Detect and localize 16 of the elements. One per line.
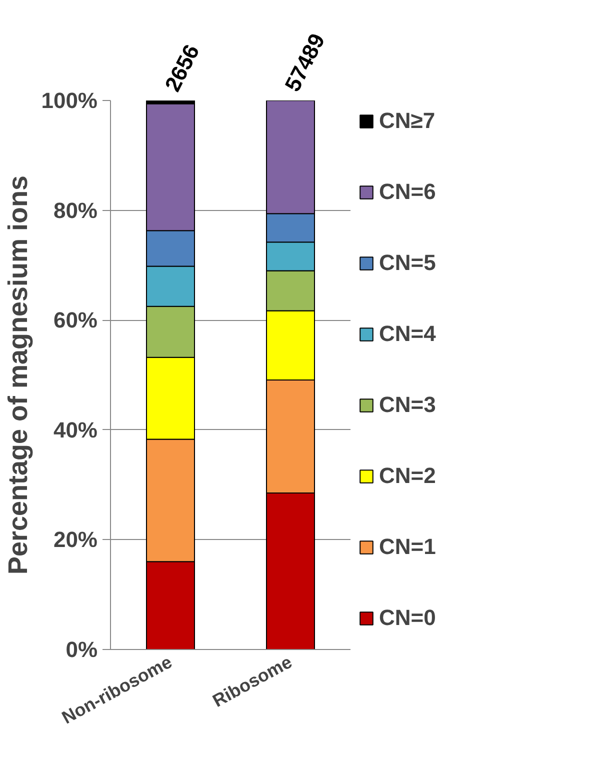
- legend-label: CN=0: [379, 605, 436, 631]
- y-axis-title: Percentage of magnesium ions: [3, 175, 34, 575]
- legend-label: CN≥7: [379, 108, 436, 134]
- y-tick-label: 20%: [53, 527, 98, 552]
- text: 2656: [160, 40, 204, 96]
- y-tick-label: 80%: [53, 198, 98, 223]
- legend-label: CN=2: [379, 463, 436, 489]
- legend-label: CN=1: [379, 534, 436, 560]
- legend-label: CN=4: [379, 321, 436, 347]
- legend-label: CN=3: [379, 392, 436, 418]
- legend-label: CN=5: [379, 250, 436, 276]
- y-tick-label: 60%: [53, 308, 98, 333]
- y-tick-label: 0%: [66, 637, 98, 662]
- y-tick-label: 40%: [53, 417, 98, 442]
- y-tick-label: 100%: [41, 88, 98, 113]
- legend-label: CN=6: [379, 179, 436, 205]
